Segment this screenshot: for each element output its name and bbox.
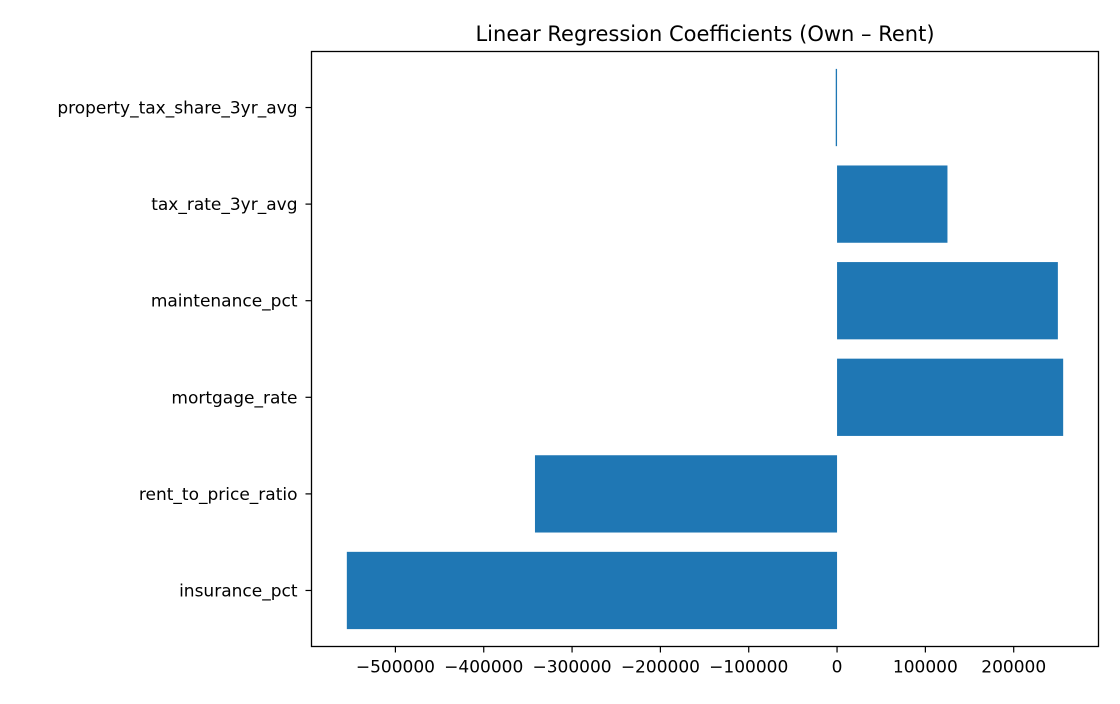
x-axis: −500000 −400000 −300000 −200000 −100000 0 1000… bbox=[356, 646, 1046, 678]
bar-tax-rate-3yr-avg bbox=[837, 165, 948, 243]
x-tick-label: −200000 bbox=[621, 658, 700, 678]
y-tick-label: maintenance_pct bbox=[151, 292, 298, 312]
x-tick-label: −100000 bbox=[709, 658, 788, 678]
chart-title: Linear Regression Coefficients (Own – Re… bbox=[475, 22, 934, 46]
x-tick-label: −300000 bbox=[532, 658, 611, 678]
x-tick-label: 100000 bbox=[893, 658, 958, 678]
x-tick-label: 0 bbox=[832, 658, 843, 678]
bar-mortgage-rate bbox=[837, 358, 1064, 436]
y-tick-label: tax_rate_3yr_avg bbox=[151, 195, 297, 215]
bars-group bbox=[346, 68, 1064, 630]
x-tick-label: −400000 bbox=[444, 658, 523, 678]
x-tick-label: 200000 bbox=[981, 658, 1046, 678]
bar-property-tax-share-3yr-avg bbox=[835, 68, 838, 147]
y-tick-label: rent_to_price_ratio bbox=[139, 485, 298, 505]
y-tick-label: mortgage_rate bbox=[171, 388, 297, 408]
x-tick-label: −500000 bbox=[356, 658, 435, 678]
bar-maintenance-pct bbox=[837, 262, 1058, 340]
plot-frame bbox=[310, 50, 1100, 648]
y-tick-label: property_tax_share_3yr_avg bbox=[57, 99, 297, 119]
bar-rent-to-price-ratio bbox=[534, 455, 838, 533]
y-tick-label: insurance_pct bbox=[179, 581, 298, 601]
y-axis: insurance_pct rent_to_price_ratio mortgage… bbox=[57, 99, 312, 601]
bar-insurance-pct bbox=[346, 551, 838, 630]
